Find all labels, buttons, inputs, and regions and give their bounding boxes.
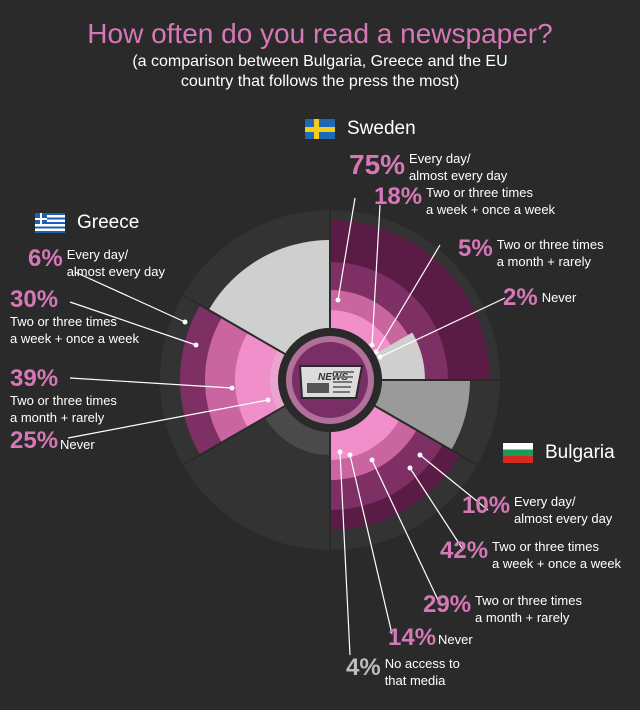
bulgaria-desc-daily-2: almost every day (514, 511, 613, 526)
subtitle-line-1: (a comparison between Bulgaria, Greece a… (132, 53, 508, 70)
bulgaria-desc-daily-1: Every day/ (514, 494, 576, 509)
bulgaria-leader-monthly (371, 459, 439, 601)
greece-pct-never: 25% (10, 427, 59, 454)
grey-sector-east (375, 380, 470, 450)
bulgaria-pct-no-access: 4% (346, 654, 381, 681)
sweden-label-daily: 75% Every day/almost every day (349, 150, 507, 184)
greece-leader-never-dot (265, 397, 271, 403)
country-sweden: Sweden (305, 118, 416, 140)
sweden-desc-daily-2: almost every day (409, 168, 508, 183)
bulgaria-flag-icon (503, 443, 533, 463)
bulgaria-desc-weekly-2: a week + once a week (492, 556, 622, 571)
sweden-leader-daily (337, 197, 356, 301)
bulgaria-pct-monthly: 29% (423, 591, 472, 618)
chart-subtitle: (a comparison between Bulgaria, Greece a… (0, 52, 640, 92)
sweden-leader-weekly-dot (369, 342, 375, 348)
country-greece: Greece (35, 212, 139, 234)
sweden-desc-monthly-2: a month + rarely (496, 254, 591, 269)
sweden-leader-never-dot (377, 354, 383, 360)
bulgaria-leader-daily (419, 454, 489, 511)
greece-leader-monthly (69, 377, 233, 389)
bulgaria-pct-never: 14% (388, 624, 437, 651)
bulgaria-desc-weekly-1: Two or three times (492, 539, 599, 554)
greece-leader-monthly-dot (229, 385, 235, 391)
bulgaria-desc-no-access-1: No access to (384, 656, 460, 671)
bulgaria-desc-no-access-2: that media (384, 673, 446, 688)
center-hub: NEWS (278, 328, 382, 432)
sweden-pct-daily: 75% (349, 149, 406, 180)
greece-desc-weekly-2: a week + once a week (10, 331, 139, 346)
bulgaria-label-no-access: 4% No access to that media (346, 655, 460, 689)
greece-leader-weekly (69, 301, 197, 346)
sweden-label-monthly: 5% Two or three times a month + rarely (458, 236, 604, 270)
bulgaria-leader-no-access-dot (337, 449, 343, 455)
sweden-flag-icon (305, 119, 335, 139)
sweden-desc-monthly-1: Two or three times (496, 237, 604, 252)
greece-label-never: 25% Never (10, 428, 95, 454)
bulgaria-leader-never-dot (347, 452, 353, 458)
bulgaria-leader-never (349, 454, 393, 635)
country-bulgaria: Bulgaria (503, 442, 615, 464)
grey-sector-south-inner (265, 406, 330, 455)
bulgaria-desc-monthly-2: a month + rarely (475, 610, 570, 625)
bulgaria-desc-never: Never (438, 632, 473, 647)
greece-pct-daily: 6% (28, 245, 63, 272)
sweden-leader-daily-dot (335, 297, 341, 303)
greece-leader-daily-dot (182, 319, 188, 325)
greece-label-weekly: 30% Two or three times a week + once a we… (10, 287, 139, 347)
greece-label-daily: 6% Every day/almost every day (28, 246, 165, 280)
bulgaria-label-never: 14% Never (388, 625, 473, 651)
greece-desc-never: Never (60, 437, 95, 452)
bulgaria-leader-weekly-dot (407, 465, 413, 471)
sweden-label-weekly: 18% Two or three times a week + once a we… (374, 184, 555, 218)
country-name-sweden: Sweden (347, 118, 416, 139)
bulgaria-leader-monthly-dot (369, 457, 375, 463)
subtitle-line-2: country that follows the press the most) (180, 73, 460, 90)
sweden-leader-monthly-dot (373, 349, 379, 355)
bulgaria-leader-weekly (409, 467, 463, 549)
sweden-desc-never: Never (541, 290, 577, 305)
greece-desc-monthly-2: a month + rarely (10, 410, 105, 425)
bulgaria-pct-weekly: 42% (440, 537, 489, 564)
chart-title: How often do you read a newspaper? (87, 18, 553, 49)
bulgaria-pct-daily: 10% (462, 492, 511, 519)
sweden-label-never: 2% Never (503, 285, 576, 311)
bulgaria-desc-monthly-1: Two or three times (475, 593, 582, 608)
greece-ring-never (270, 350, 285, 410)
bulgaria-ring-never (330, 406, 400, 460)
leader-lines (67, 197, 506, 656)
greece-pct-monthly: 39% (10, 365, 59, 392)
country-name-greece: Greece (77, 212, 140, 233)
greece-desc-daily-2: almost every day (66, 264, 165, 279)
greece-flag-icon (35, 213, 65, 233)
sweden-desc-weekly-1: Two or three times (426, 185, 533, 200)
grey-sector-east-inner (375, 332, 425, 380)
bulgaria-leader-daily-dot (417, 452, 423, 458)
sweden-desc-weekly-2: a week + once a week (426, 202, 556, 217)
country-name-bulgaria: Bulgaria (545, 442, 615, 463)
bulgaria-label-daily: 10% Every day/almost every day (462, 493, 612, 527)
sweden-desc-daily-1: Every day/ (409, 151, 471, 166)
greece-desc-monthly-1: Two or three times (10, 393, 117, 408)
greece-leader-never (67, 399, 269, 439)
newspaper-icon: NEWS (298, 365, 364, 399)
greece-leader-daily (74, 271, 186, 323)
sweden-leader-weekly (371, 204, 381, 346)
sweden-pct-monthly: 5% (458, 235, 493, 262)
sweden-leader-monthly (375, 244, 441, 353)
greece-label-monthly: 39% Two or three times a month + rarely (10, 366, 117, 426)
sweden-pct-never: 2% (503, 284, 538, 311)
bulgaria-label-weekly: 42% Two or three times a week + once a we… (440, 538, 621, 572)
greece-leader-weekly-dot (193, 342, 199, 348)
sweden-leader-never (379, 297, 506, 358)
bulgaria-label-monthly: 29% Two or three times a month + rarely (423, 592, 582, 626)
bulgaria-leader-no-access (339, 451, 351, 656)
greece-desc-daily-1: Every day/ (66, 247, 129, 262)
sweden-pct-weekly: 18% (374, 183, 423, 210)
greece-desc-weekly-1: Two or three times (10, 314, 117, 329)
greece-pct-weekly: 30% (10, 286, 59, 313)
